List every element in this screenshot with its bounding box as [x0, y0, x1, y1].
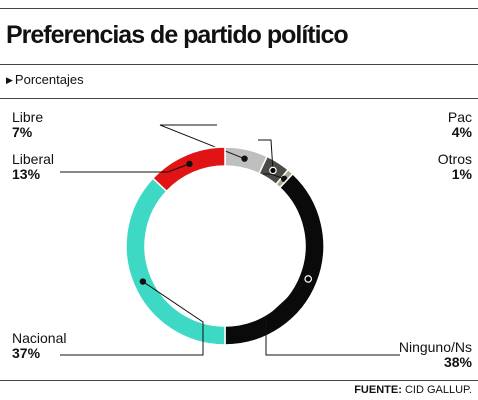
- slice-ninguno-ns: [224, 172, 325, 346]
- leader-dot: [304, 275, 313, 283]
- label-pac-value: 4%: [451, 124, 472, 140]
- source-note: FUENTE: CID GALLUP.: [354, 384, 472, 397]
- label-ninguno-value: 38%: [443, 354, 472, 370]
- leader-line: [263, 173, 285, 180]
- leader-dot: [139, 278, 147, 285]
- label-pac: Pac 4%: [448, 110, 472, 140]
- leader-line: [60, 281, 204, 356]
- subtitle: ▶ Porcentajes: [6, 72, 84, 88]
- leader-line: [265, 278, 400, 356]
- top-rule: [0, 8, 478, 9]
- subtitle-rule: [0, 98, 478, 99]
- leader-line: [258, 139, 274, 171]
- label-liberal-name: Liberal: [12, 151, 55, 167]
- leader-dot: [269, 166, 277, 175]
- label-otros-value: 1%: [451, 166, 472, 182]
- page-title: Preferencias de partido político: [6, 21, 349, 49]
- leader-dot: [241, 155, 248, 162]
- label-pac-name: Pac: [447, 109, 472, 125]
- label-libre: Libre 7%: [12, 110, 43, 140]
- triangle-right-icon: ▶: [6, 75, 13, 85]
- slice-liberal: [151, 146, 226, 193]
- source-label: FUENTE:: [354, 384, 402, 396]
- label-nacional: Nacional 37%: [12, 331, 66, 361]
- label-liberal: Liberal 13%: [12, 152, 54, 182]
- title-rule: [0, 64, 478, 65]
- slice-nacional: [125, 177, 226, 346]
- label-otros-name: Otros: [437, 151, 472, 167]
- label-libre-name: Libre: [12, 109, 44, 125]
- label-nacional-name: Nacional: [12, 330, 67, 346]
- label-ninguno: Ninguno/Ns 38%: [399, 340, 472, 370]
- label-nacional-value: 37%: [12, 345, 41, 361]
- subtitle-text: Porcentajes: [14, 72, 84, 87]
- label-liberal-value: 13%: [12, 166, 41, 182]
- leader-line: [60, 163, 190, 173]
- leader-dot: [186, 160, 193, 168]
- label-ninguno-name: Ninguno/Ns: [398, 339, 472, 355]
- label-libre-value: 7%: [12, 124, 33, 140]
- label-otros: Otros 1%: [438, 152, 472, 182]
- source-value: CID GALLUP.: [404, 384, 472, 396]
- bottom-rule: [0, 380, 478, 381]
